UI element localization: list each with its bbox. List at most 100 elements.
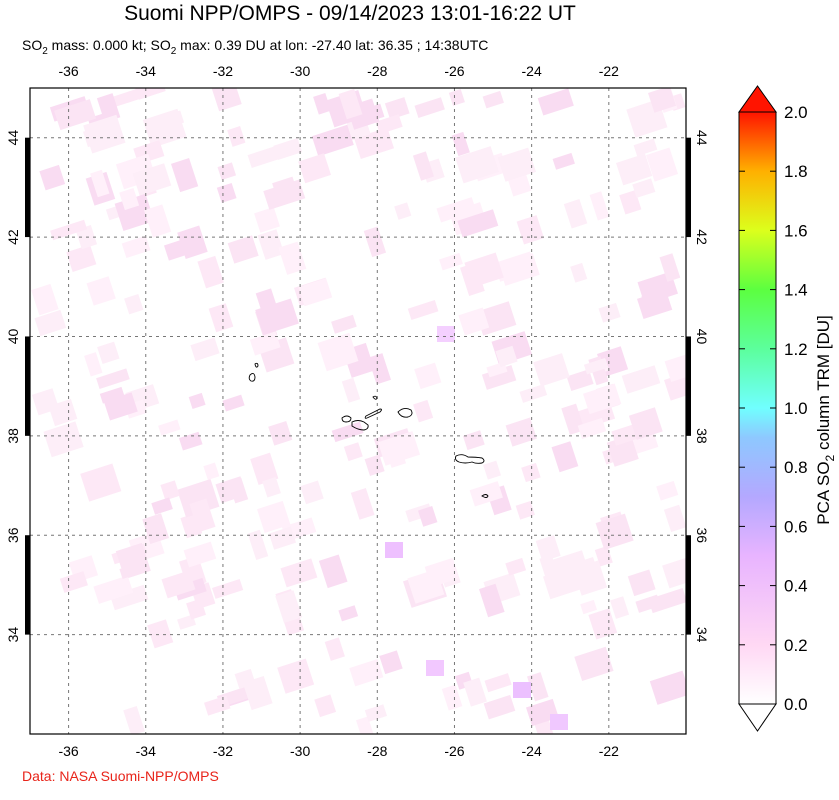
- so2-pixel: [662, 554, 686, 589]
- so2-pixel: [505, 417, 537, 447]
- so2-pixel: [298, 278, 333, 307]
- so2-pixel: [83, 114, 126, 154]
- colorbar-label: PCA SO2 column TRM [DU]: [814, 315, 837, 525]
- so2-pixel: [580, 599, 598, 615]
- so2-pixel: [379, 650, 403, 675]
- so2-pixel: [519, 384, 548, 403]
- lat-tick-label: 44: [694, 130, 710, 146]
- data-credit: Data: NASA Suomi-NPP/OMPS: [22, 768, 219, 784]
- so2-pixel: [574, 646, 614, 682]
- so2-pixel: [338, 605, 359, 622]
- so2-pixel: [278, 241, 307, 275]
- so2-pixel: [533, 353, 570, 387]
- so2-pixel: [356, 716, 374, 734]
- so2-pixel: [190, 337, 220, 362]
- so2-pixel: [121, 235, 151, 259]
- so2-pixel-accent: [426, 660, 444, 676]
- colorbar-tick-label: 2.0: [784, 103, 808, 122]
- so2-pixel: [96, 368, 130, 389]
- so2-pixel: [318, 554, 348, 589]
- so2-pixel: [462, 430, 485, 451]
- so2-pixel: [621, 365, 661, 394]
- so2-pixel: [273, 138, 303, 160]
- island-sao-miguel: [454, 454, 485, 464]
- axis-tick-labels: -36 -36 -34 -34 -32 -32 -30 -30 -28 -28 -26 -26 -24 -…: [5, 63, 710, 759]
- colorbar-tick-label: 0.2: [784, 636, 808, 655]
- so2-label-a: SO: [22, 37, 43, 53]
- so2-mass-text: mass: 0.000 kt; SO: [47, 37, 171, 53]
- so2-pixel: [123, 706, 145, 734]
- colorbar-tick-label: 0.4: [784, 577, 808, 596]
- so2-pixel: [280, 558, 318, 588]
- so2-pixel: [343, 442, 363, 462]
- so2-pixel: [86, 276, 116, 306]
- lat-tick-label: 44: [5, 130, 21, 146]
- so2-pixel: [84, 352, 103, 377]
- so2-pixel: [595, 513, 634, 551]
- so2-pixel-accent: [513, 682, 531, 698]
- so2-pixel: [178, 431, 203, 451]
- so2-pixel: [368, 353, 392, 385]
- lat-tick-label: 34: [5, 627, 21, 643]
- so2-pixel: [147, 619, 174, 649]
- so2-pixel: [418, 505, 438, 527]
- so2-pixel: [110, 584, 149, 611]
- so2-pixel: [268, 420, 293, 446]
- so2-pixel: [364, 454, 385, 476]
- so2-pixel: [551, 441, 579, 473]
- lon-tick-label: -24: [522, 743, 542, 759]
- so2-pixel: [484, 673, 512, 693]
- colorbar-under-triangle: [738, 703, 777, 732]
- lon-tick-label: -32: [213, 63, 233, 79]
- so2-pixel: [648, 88, 677, 113]
- so2-sub-a: 2: [42, 45, 48, 57]
- so2-pixel: [300, 480, 324, 505]
- so2-pixel: [119, 562, 143, 579]
- so2-pixel: [646, 147, 679, 182]
- lon-tick-label: -34: [136, 743, 156, 759]
- so2-pixel: [495, 345, 518, 368]
- so2-pixel: [659, 253, 681, 282]
- so2-pixel: [539, 554, 559, 581]
- so2-pixel: [633, 138, 658, 157]
- so2-pixel: [227, 235, 259, 264]
- so2-pixel: [144, 204, 172, 238]
- so2-pixel: [481, 365, 517, 390]
- so2-pixel: [615, 153, 653, 186]
- so2-pixel: [455, 146, 499, 184]
- so2-pixel: [375, 114, 403, 135]
- so2-pixel: [583, 383, 622, 415]
- so2-pixel: [66, 244, 97, 272]
- so2-pixel: [632, 178, 656, 198]
- so2-pixel: [394, 202, 412, 220]
- so2-pixel: [263, 179, 306, 210]
- so2-pixel: [317, 332, 359, 372]
- so2-pixel: [96, 93, 121, 123]
- so2-pixel: [247, 529, 269, 561]
- island-faial: [341, 415, 352, 423]
- so2-pixel: [161, 570, 196, 599]
- so2-pixel: [588, 608, 618, 640]
- colorbar-gradient: [738, 111, 777, 705]
- so2-pixel: [124, 293, 144, 315]
- so2-pixel: [636, 289, 673, 320]
- colorbar-tick-label: 0.6: [784, 517, 808, 536]
- gridlines: [30, 88, 686, 734]
- so2-pixel: [457, 209, 499, 238]
- so2-pixel: [412, 151, 434, 181]
- so2-pixel: [577, 417, 607, 440]
- so2-pixel: [39, 164, 66, 191]
- so2-pixel: [494, 251, 537, 282]
- so2-pixel: [217, 162, 237, 181]
- so2-pixel: [589, 191, 610, 221]
- so2-pixel: [497, 147, 537, 182]
- so2-pixel: [448, 89, 465, 106]
- so2-pixel: [384, 97, 410, 120]
- lat-tick-label: 38: [694, 428, 710, 444]
- so2-pixel: [535, 535, 561, 562]
- lon-tick-label: -36: [58, 743, 78, 759]
- so2-pixel: [59, 571, 88, 593]
- so2-pixel: [203, 462, 220, 480]
- so2-summary: SO2 mass: 0.000 kt; SO2 max: 0.39 DU at …: [22, 37, 488, 57]
- so2-pixel: [147, 110, 185, 134]
